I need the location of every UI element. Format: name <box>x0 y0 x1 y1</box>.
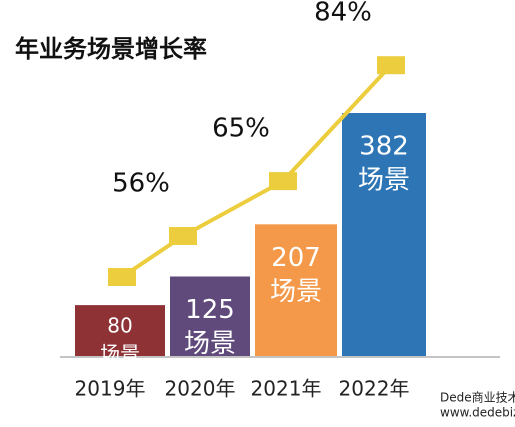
value-label: 80 <box>107 314 132 338</box>
line-marker <box>269 172 297 191</box>
value-label: 125 <box>185 295 235 325</box>
line-marker <box>377 56 405 75</box>
bar <box>342 113 426 356</box>
unit-label: 场景 <box>100 342 140 366</box>
bar <box>255 224 337 356</box>
growth-label: 65% <box>212 114 270 144</box>
bar <box>170 276 250 356</box>
x-tick-label: 2019年 <box>75 377 146 401</box>
x-tick-label: 2022年 <box>339 377 410 401</box>
unit-label: 场景 <box>184 329 236 359</box>
watermark: www.dedebiz.com <box>440 406 515 420</box>
x-tick-label: 2021年 <box>251 377 322 401</box>
watermark: Dede商业技术支持 <box>440 390 515 405</box>
unit-label: 场景 <box>358 166 410 196</box>
value-label: 382 <box>359 132 409 162</box>
growth-label: 84% <box>314 0 372 28</box>
bar <box>75 305 165 356</box>
growth-label: 56% <box>112 169 170 199</box>
line-start-marker <box>108 268 136 286</box>
chart-title: 年业务场景增长率 <box>15 35 207 63</box>
value-label: 207 <box>271 243 321 273</box>
x-tick-label: 2020年 <box>165 377 236 401</box>
line-marker <box>169 227 197 245</box>
unit-label: 场景 <box>270 277 322 307</box>
